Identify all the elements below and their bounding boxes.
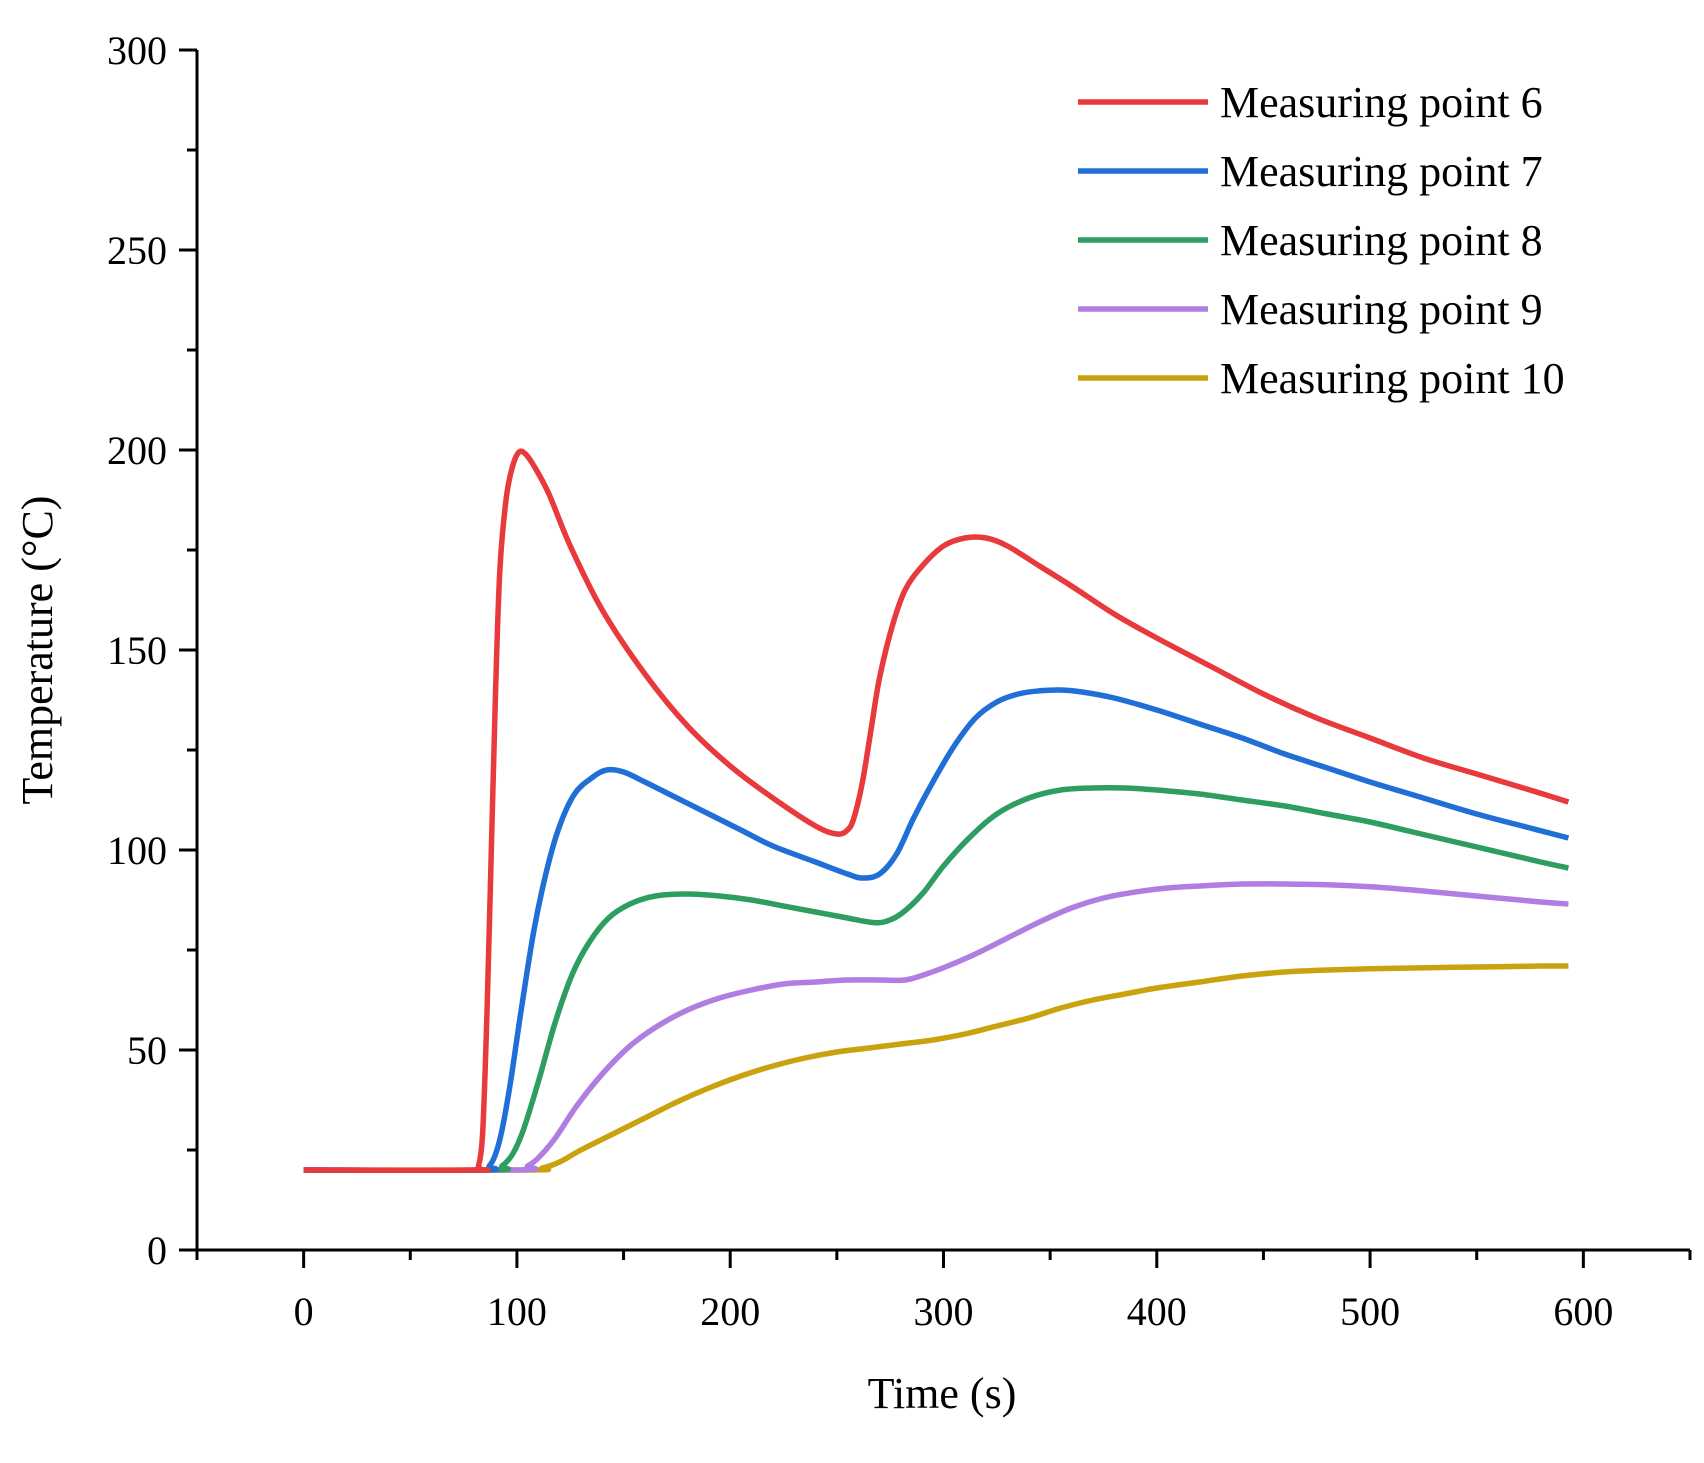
y-tick-label: 150 [107,628,167,673]
x-tick-label: 400 [1127,1289,1187,1334]
x-tick-label: 500 [1340,1289,1400,1334]
x-tick-label: 600 [1553,1289,1613,1334]
x-tick-label: 300 [914,1289,974,1334]
y-tick-label: 0 [147,1228,167,1273]
series-line-3 [303,785,1570,1174]
legend-label-2: Measuring point 7 [1220,147,1543,196]
series-line-5 [303,963,1569,1173]
x-axis-title: Time (s) [868,1369,1017,1418]
series-line-4 [303,881,1569,1174]
series-layer [303,448,1570,1174]
legend-label-3: Measuring point 8 [1220,216,1543,265]
series-line-1 [303,448,1570,1174]
y-tick-label: 250 [107,228,167,273]
y-axis-title: Temperature (°C) [13,496,62,805]
y-tick-label: 50 [127,1028,167,1073]
legend-label-1: Measuring point 6 [1220,78,1543,127]
legend-label-4: Measuring point 9 [1220,285,1543,334]
x-tick-label: 200 [700,1289,760,1334]
x-tick-label: 100 [487,1289,547,1334]
tick-layer: 0 100 200 300 400 500 600 0 50 100 150 200 250 300 [107,28,1692,1334]
y-tick-label: 200 [107,428,167,473]
y-tick-label: 300 [107,28,167,73]
series-line-2 [303,687,1570,1174]
x-tick-label: 0 [294,1289,314,1334]
legend-label-5: Measuring point 10 [1220,354,1565,403]
y-tick-label: 100 [107,828,167,873]
legend: Measuring point 6 Measuring point 7 Measur… [1078,78,1565,403]
